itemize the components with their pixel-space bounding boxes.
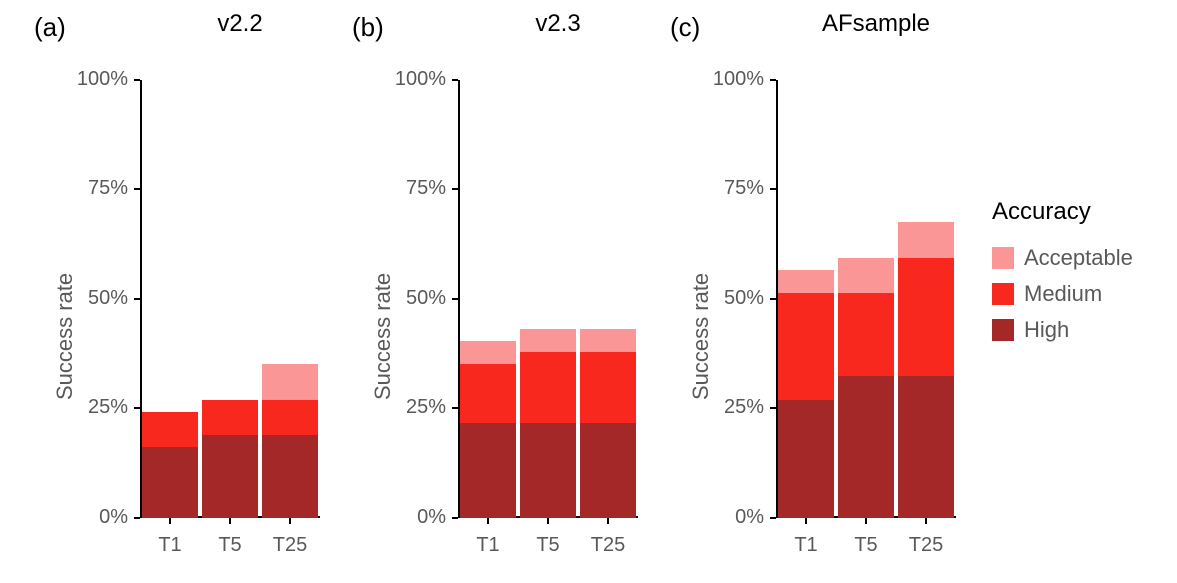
bar-segment-medium <box>262 400 317 435</box>
legend-label: Acceptable <box>1024 245 1133 271</box>
bar-segment-high <box>460 423 515 518</box>
y-tick-label: 50% <box>58 287 128 310</box>
y-tick <box>134 298 140 300</box>
x-tick-label: T25 <box>578 534 638 557</box>
bar-segment-medium <box>520 352 575 423</box>
panel-label: (c) <box>670 12 700 43</box>
panel-title: AFsample <box>796 10 956 38</box>
y-tick-label: 100% <box>694 68 764 91</box>
bar-segment-high <box>898 376 953 518</box>
bar-segment-high <box>520 423 575 518</box>
y-tick-label: 25% <box>58 396 128 419</box>
panel-label: (b) <box>352 12 384 43</box>
bar-segment-high <box>580 423 635 518</box>
y-tick <box>134 517 140 519</box>
bar-segment-high <box>202 435 257 518</box>
bar-segment-medium <box>580 352 635 423</box>
y-tick-label: 75% <box>58 177 128 200</box>
legend: Accuracy Acceptable Medium High <box>992 198 1133 348</box>
figure: (a)v2.2Success rate0%25%50%75%100%T1T5T2… <box>0 0 1177 583</box>
bar-segment-acceptable <box>460 341 515 365</box>
bar-segment-medium <box>142 412 197 447</box>
bar-segment-acceptable <box>778 270 833 294</box>
panel-a: (a)v2.2Success rate0%25%50%75%100%T1T5T2… <box>34 8 324 573</box>
y-tick <box>134 79 140 81</box>
plot-area: 0%25%50%75%100%T1T5T25 <box>776 58 956 518</box>
y-tick <box>770 517 776 519</box>
y-tick <box>134 407 140 409</box>
y-tick-label: 0% <box>58 506 128 529</box>
x-tick <box>229 518 231 524</box>
y-tick <box>770 407 776 409</box>
y-tick-label: 25% <box>376 396 446 419</box>
x-tick <box>865 518 867 524</box>
y-tick <box>134 188 140 190</box>
x-tick <box>289 518 291 524</box>
panel-title: v2.2 <box>160 10 320 38</box>
x-tick-label: T1 <box>140 534 200 557</box>
bar-segment-acceptable <box>580 329 635 353</box>
legend-item: Acceptable <box>992 240 1133 276</box>
panel-label: (a) <box>34 12 66 43</box>
y-tick-label: 100% <box>376 68 446 91</box>
y-tick-label: 100% <box>58 68 128 91</box>
y-tick <box>452 79 458 81</box>
x-tick-label: T1 <box>776 534 836 557</box>
bar-segment-high <box>262 435 317 518</box>
legend-swatch <box>992 319 1014 341</box>
legend-swatch <box>992 283 1014 305</box>
y-tick <box>770 79 776 81</box>
x-tick <box>805 518 807 524</box>
y-tick <box>770 188 776 190</box>
panel-b: (b)v2.3Success rate0%25%50%75%100%T1T5T2… <box>352 8 642 573</box>
plot-area: 0%25%50%75%100%T1T5T25 <box>140 58 320 518</box>
bar-segment-medium <box>778 293 833 399</box>
bar-segment-medium <box>898 258 953 376</box>
y-tick-label: 75% <box>694 177 764 200</box>
x-tick <box>547 518 549 524</box>
bar-segment-acceptable <box>838 258 893 293</box>
y-tick <box>452 188 458 190</box>
x-tick-label: T5 <box>200 534 260 557</box>
bar-segment-high <box>778 400 833 518</box>
x-tick <box>607 518 609 524</box>
legend-label: High <box>1024 317 1069 343</box>
bar-segment-medium <box>838 293 893 376</box>
x-tick <box>487 518 489 524</box>
y-tick <box>452 517 458 519</box>
y-tick <box>770 298 776 300</box>
y-tick-label: 0% <box>376 506 446 529</box>
x-tick-label: T5 <box>836 534 896 557</box>
plot-area: 0%25%50%75%100%T1T5T25 <box>458 58 638 518</box>
panel-title: v2.3 <box>478 10 638 38</box>
y-tick-label: 75% <box>376 177 446 200</box>
legend-title: Accuracy <box>992 198 1133 226</box>
y-tick-label: 0% <box>694 506 764 529</box>
x-tick <box>169 518 171 524</box>
y-tick-label: 25% <box>694 396 764 419</box>
bar-segment-acceptable <box>898 222 953 257</box>
y-tick-label: 50% <box>694 287 764 310</box>
panel-c: (c)AFsampleSuccess rate0%25%50%75%100%T1… <box>670 8 960 573</box>
x-tick-label: T5 <box>518 534 578 557</box>
bar-segment-medium <box>202 400 257 435</box>
bar-segment-acceptable <box>262 364 317 399</box>
bar-segment-high <box>838 376 893 518</box>
y-tick <box>452 407 458 409</box>
x-tick-label: T1 <box>458 534 518 557</box>
legend-label: Medium <box>1024 281 1102 307</box>
bar-segment-acceptable <box>520 329 575 353</box>
x-tick <box>925 518 927 524</box>
legend-item: High <box>992 312 1133 348</box>
y-tick <box>452 298 458 300</box>
x-tick-label: T25 <box>260 534 320 557</box>
x-tick-label: T25 <box>896 534 956 557</box>
legend-swatch <box>992 247 1014 269</box>
bar-segment-medium <box>460 364 515 423</box>
bar-segment-high <box>142 447 197 518</box>
y-tick-label: 50% <box>376 287 446 310</box>
legend-item: Medium <box>992 276 1133 312</box>
